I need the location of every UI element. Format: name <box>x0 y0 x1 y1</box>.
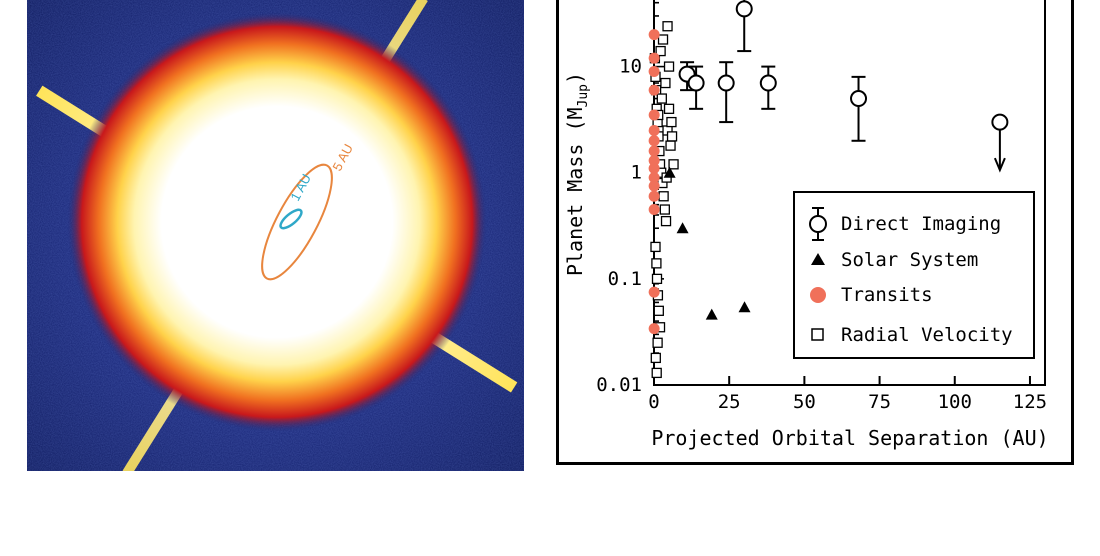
x-axis: 0 25 50 75 100 125 <box>648 376 1047 413</box>
radial-velocity-point <box>665 140 676 151</box>
transit-point <box>648 323 660 335</box>
transit-point <box>648 286 660 298</box>
radial-velocity-point <box>651 273 663 285</box>
radial-velocity-point <box>660 215 672 227</box>
x-axis-label: Projected Orbital Separation (AU) <box>651 426 1048 450</box>
radial-velocity-point <box>663 61 675 72</box>
radial-velocity-point <box>651 258 662 269</box>
legend-transits-marker <box>810 287 826 303</box>
transit-point <box>648 172 660 184</box>
radial-velocity-point <box>650 352 661 364</box>
legend-radial-velocity: Radial Velocity <box>841 324 1013 346</box>
legend-solar-system: Solar System <box>841 249 978 271</box>
transit-point <box>648 145 660 157</box>
direct-imaging-point <box>759 65 777 110</box>
y-axis-label-main: Planet Mass (M <box>563 107 587 276</box>
transit-point <box>648 84 660 96</box>
radial-velocity-point <box>653 305 664 316</box>
direct-imaging-point <box>735 0 753 53</box>
solar-system-point <box>663 166 676 178</box>
transit-point <box>648 190 660 202</box>
x-tick-label: 25 <box>718 391 741 413</box>
transit-point <box>648 124 660 136</box>
y-tick-label: 0.1 <box>608 268 642 290</box>
x-tick-label: 75 <box>868 391 891 413</box>
legend: Direct Imaging Solar System Transits Rad… <box>793 191 1035 359</box>
radial-velocity-point <box>652 337 663 348</box>
direct-imaging-photo: 1 AU 5 AU <box>27 0 524 471</box>
y-axis-label: Planet Mass (MJup) <box>563 72 591 276</box>
chart-panel: 0 25 50 75 100 125 0.01 0.1 1 10 Projected Orbit… <box>556 0 1076 466</box>
solar-system-point <box>705 308 718 320</box>
inner-orbit-ring <box>279 208 303 230</box>
transit-point <box>648 65 660 77</box>
radial-velocity-point <box>656 93 667 104</box>
direct-imaging-point <box>850 75 868 142</box>
legend-direct-imaging-marker <box>809 207 827 241</box>
legend-box <box>793 191 1035 359</box>
x-tick-label: 0 <box>648 391 659 413</box>
solar-system-point <box>738 301 751 313</box>
transit-point <box>648 155 660 167</box>
radial-velocity-point <box>668 159 679 170</box>
radial-velocity-point <box>650 241 661 253</box>
radial-velocity-point <box>651 367 662 379</box>
transit-point <box>648 180 660 192</box>
radial-velocity-point <box>658 191 669 202</box>
radial-velocity-point <box>660 77 671 89</box>
x-tick-label: 100 <box>938 391 972 413</box>
y-tick-label: 10 <box>619 56 642 78</box>
radial-velocity-point <box>655 45 666 57</box>
direct-imaging-point <box>687 65 705 110</box>
transit-point <box>648 52 660 64</box>
legend-direct-imaging: Direct Imaging <box>841 213 1001 235</box>
direct-imaging-point <box>991 113 1009 173</box>
transit-point <box>648 204 660 216</box>
y-axis-label-end: ) <box>563 72 587 84</box>
x-tick-label: 50 <box>793 391 816 413</box>
transit-point <box>648 135 660 147</box>
radial-velocity-point <box>663 103 675 114</box>
direct-imaging-point <box>717 61 735 124</box>
y-axis-label-sub: Jup <box>576 84 591 108</box>
legend-transits: Transits <box>841 284 933 306</box>
radial-velocity-point <box>662 21 673 32</box>
radial-velocity-point <box>659 204 670 215</box>
transit-point <box>648 162 660 174</box>
transit-point <box>648 29 660 41</box>
radial-velocity-point <box>666 116 677 128</box>
star-core <box>162 107 392 337</box>
solar-system-point <box>676 222 689 234</box>
transit-point <box>648 109 660 121</box>
y-axis: 0.01 0.1 1 10 <box>596 1 664 396</box>
radial-velocity-point <box>666 131 678 142</box>
y-tick-label: 1 <box>631 162 642 184</box>
legend-radial-velocity-marker <box>811 328 824 341</box>
legend-solar-system-marker <box>811 253 825 265</box>
x-tick-label: 125 <box>1013 391 1047 413</box>
star-image: 1 AU 5 AU <box>27 0 524 471</box>
radial-velocity-point <box>657 34 669 45</box>
chart-marks <box>648 0 1009 379</box>
y-tick-label: 0.01 <box>596 374 642 396</box>
planet-mass-chart: 0 25 50 75 100 125 0.01 0.1 1 10 Projected Orbit… <box>556 0 1074 465</box>
outer-orbit-ring <box>261 163 333 281</box>
